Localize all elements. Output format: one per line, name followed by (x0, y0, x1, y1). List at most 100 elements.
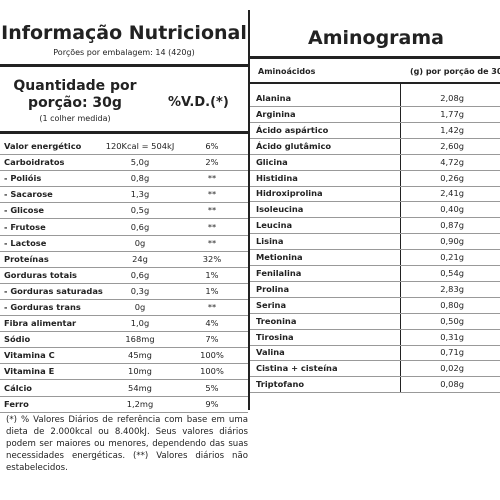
row-rule (250, 201, 500, 203)
row-qty: 0,3g (130, 285, 150, 296)
row-name: Vitamina C (4, 350, 55, 361)
amino-name: Hidroxiprolina (256, 188, 323, 199)
amino-value: 0,02g (440, 363, 464, 374)
row-vd: 6% (205, 141, 219, 151)
row-rule (250, 280, 500, 282)
row-name: Gorduras totais (4, 269, 77, 280)
row-name: Fibra alimentar (4, 318, 77, 329)
row-rule (250, 137, 500, 139)
row-vd: 100% (200, 366, 224, 377)
amino-title: Aminograma (307, 27, 444, 49)
row-vd: 2% (205, 157, 219, 168)
vd-header: %V.D.(*) (168, 95, 229, 110)
amino-value: 0,31g (440, 331, 464, 342)
row-vd: ** (207, 302, 217, 312)
amino-name: Serina (256, 299, 287, 310)
row-rule (250, 153, 500, 155)
row-name: Ferro (4, 398, 29, 409)
amino-name: Fenilalina (256, 267, 302, 278)
row-qty: 45mg (128, 350, 152, 361)
amino-name: Alanina (256, 93, 292, 103)
row-rule (250, 296, 500, 298)
row-rule (0, 395, 248, 397)
divider (248, 10, 250, 410)
portion-note: (1 colher medida) (39, 114, 111, 123)
row-rule (0, 266, 248, 268)
col-divider (400, 84, 401, 392)
row-qty: 1,2mg (126, 398, 154, 409)
amino-value: 0,26g (440, 172, 464, 183)
row-rule (250, 344, 500, 346)
footnote: (*) % Valores Diários de referência com … (6, 415, 248, 473)
row-rule (0, 363, 248, 365)
row-name: Carboidratos (4, 157, 65, 168)
row-rule (250, 360, 500, 362)
row-rule (250, 312, 500, 314)
title: Informação Nutricional (1, 22, 247, 44)
amino-name: Tirosina (256, 331, 294, 342)
row-qty: 24g (132, 253, 148, 264)
rule (250, 82, 500, 84)
amino-name: Valina (256, 347, 285, 358)
rule (250, 56, 500, 59)
amino-value: 2,41g (440, 188, 464, 199)
row-qty: 120Kcal = 504kJ (105, 141, 175, 151)
row-name: Proteínas (4, 253, 49, 264)
row-rule (0, 298, 248, 300)
row-qty: 1,0g (130, 318, 150, 329)
row-rule (0, 250, 248, 252)
portion: Quantidade por porção: 30g (13, 78, 137, 111)
row-qty: 0g (134, 237, 146, 248)
row-name: - Frutose (4, 221, 46, 232)
row-vd: ** (207, 221, 217, 232)
rule (0, 64, 248, 67)
row-qty: 0,8g (130, 173, 150, 184)
rule (0, 131, 248, 134)
amino-name: Metionina (256, 252, 303, 262)
row-qty: 5,0g (130, 157, 150, 168)
amino-value: 0,21g (440, 252, 464, 262)
row-name: - Lactose (4, 237, 47, 248)
row-name: - Polióis (4, 173, 42, 184)
row-qty: 0g (134, 302, 146, 312)
amino-value: 0,87g (440, 220, 464, 231)
amino-name: Ácido aspártico (256, 124, 329, 135)
amino-value: 0,54g (440, 267, 464, 278)
row-name: - Gorduras trans (4, 302, 81, 312)
row-vd: 1% (205, 269, 219, 280)
row-vd: 7% (205, 334, 219, 345)
row-rule (250, 328, 500, 330)
row-vd: ** (207, 237, 217, 248)
row-rule (250, 185, 500, 187)
row-name: - Glicose (4, 205, 45, 216)
amino-name: Ácido glutâmico (256, 140, 332, 151)
row-rule (0, 170, 248, 172)
row-rule (0, 379, 248, 381)
row-vd: 9% (205, 398, 219, 409)
row-rule (0, 234, 248, 236)
amino-name: Leucina (256, 220, 293, 231)
amino-value: 1,42g (440, 124, 464, 135)
row-rule (0, 202, 248, 204)
row-name: Sódio (4, 334, 31, 345)
row-vd: 100% (200, 350, 224, 361)
row-qty: 168mg (125, 334, 155, 345)
row-name: - Gorduras saturadas (4, 285, 103, 296)
col-header: Aminoácidos (258, 67, 316, 76)
amino-value: 0,71g (440, 347, 464, 358)
row-rule (250, 169, 500, 171)
row-rule (0, 218, 248, 220)
amino-value: 2,83g (440, 283, 464, 294)
row-name: Cálcio (4, 382, 32, 393)
row-vd: 1% (205, 285, 219, 296)
amino-name: Lisina (256, 236, 284, 247)
amino-value: 2,08g (440, 93, 464, 103)
amino-name: Cistina + cisteína (256, 363, 338, 374)
row-vd: ** (207, 205, 217, 216)
row-qty: 0,6g (130, 221, 150, 232)
amino-name: Prolina (256, 283, 290, 294)
row-rule (250, 376, 500, 378)
row-qty: 1,3g (130, 189, 150, 200)
col-header: (g) por porção de 30g (410, 67, 500, 76)
